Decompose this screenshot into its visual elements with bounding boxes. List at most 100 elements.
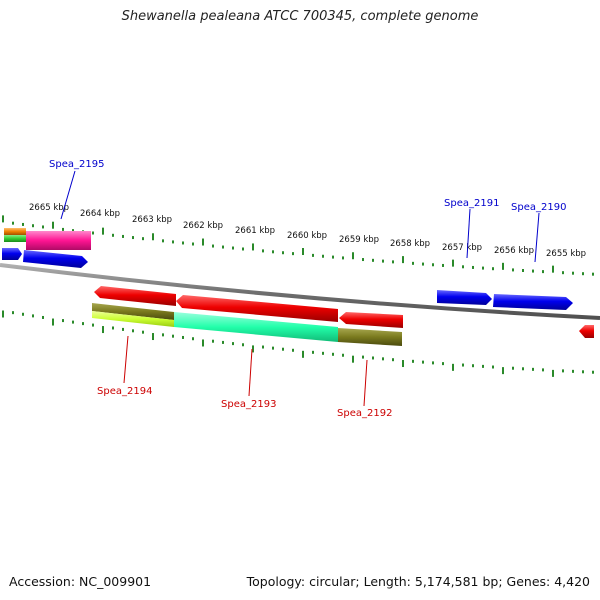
cog-block-orange	[4, 228, 26, 235]
minor-tick	[242, 247, 244, 251]
minor-tick	[472, 265, 474, 269]
minor-tick	[322, 351, 324, 355]
cog-block-lime	[92, 311, 174, 327]
minor-tick	[62, 319, 64, 323]
minor-tick	[72, 320, 74, 324]
major-tick	[52, 318, 54, 326]
minor-tick	[532, 269, 534, 273]
minor-tick	[322, 254, 324, 258]
minor-tick	[432, 263, 434, 267]
minor-tick	[512, 366, 514, 370]
gene-reverse-right-edge[interactable]	[579, 325, 594, 338]
minor-tick	[212, 339, 214, 343]
gene-label-spea-2194[interactable]: Spea_2194	[97, 386, 152, 397]
minor-tick	[542, 368, 544, 372]
minor-tick	[182, 335, 184, 339]
major-tick	[152, 333, 154, 341]
gene-spea-2192[interactable]	[339, 312, 403, 328]
minor-tick	[462, 363, 464, 367]
minor-tick	[232, 246, 234, 250]
gene-spea-2190[interactable]	[493, 294, 573, 310]
gene-spea-2193[interactable]	[176, 295, 338, 322]
major-tick	[102, 227, 104, 235]
minor-tick	[562, 369, 564, 373]
minor-tick	[522, 268, 524, 272]
minor-tick	[22, 222, 24, 226]
gene-forward-left-edge[interactable]	[2, 248, 22, 260]
major-tick	[552, 369, 554, 377]
minor-tick	[62, 227, 64, 231]
tick-label: 2657 kbp	[442, 243, 482, 253]
minor-tick	[272, 346, 274, 350]
leader-spea-2194	[123, 335, 129, 384]
major-tick	[402, 360, 404, 368]
minor-tick	[232, 342, 234, 346]
tick-label: 2664 kbp	[80, 209, 120, 219]
gene-label-spea-2193[interactable]: Spea_2193	[221, 399, 276, 410]
major-tick	[452, 259, 454, 267]
leader-spea-2195	[60, 170, 76, 220]
minor-tick	[92, 323, 94, 327]
minor-tick	[362, 258, 364, 262]
tick-label: 2658 kbp	[390, 239, 430, 249]
major-tick	[302, 248, 304, 256]
tick-label: 2661 kbp	[235, 226, 275, 236]
minor-tick	[122, 234, 124, 238]
minor-tick	[532, 367, 534, 371]
major-tick	[202, 238, 204, 246]
minor-tick	[392, 358, 394, 362]
minor-tick	[192, 337, 194, 341]
minor-tick	[92, 231, 94, 235]
minor-tick	[32, 314, 34, 318]
gene-label-spea-2191[interactable]: Spea_2191	[444, 198, 499, 209]
minor-tick	[562, 271, 564, 275]
minor-tick	[332, 255, 334, 259]
gene-label-spea-2195[interactable]: Spea_2195	[49, 159, 104, 170]
minor-tick	[282, 347, 284, 351]
gene-spea-2195[interactable]	[23, 250, 88, 268]
minor-tick	[212, 244, 214, 248]
minor-tick	[392, 260, 394, 264]
gene-spea-2194[interactable]	[94, 286, 176, 306]
minor-tick	[72, 229, 74, 233]
minor-tick	[32, 224, 34, 228]
gene-spea-2191[interactable]	[437, 290, 492, 305]
major-tick	[202, 339, 204, 347]
minor-tick	[12, 311, 14, 315]
major-tick	[352, 252, 354, 260]
minor-tick	[522, 367, 524, 371]
minor-tick	[292, 252, 294, 256]
major-tick	[352, 355, 354, 363]
gene-label-spea-2192[interactable]: Spea_2192	[337, 408, 392, 419]
minor-tick	[122, 327, 124, 331]
minor-tick	[372, 258, 374, 262]
genome-stats-text: Topology: circular; Length: 5,174,581 bp…	[246, 574, 590, 589]
minor-tick	[422, 262, 424, 266]
minor-tick	[342, 353, 344, 357]
gene-label-spea-2190[interactable]: Spea_2190	[511, 202, 566, 213]
minor-tick	[262, 249, 264, 253]
minor-tick	[262, 345, 264, 349]
minor-tick	[592, 272, 594, 276]
minor-tick	[592, 370, 594, 374]
minor-tick	[172, 334, 174, 338]
major-tick	[502, 262, 504, 270]
tick-label: 2656 kbp	[494, 246, 534, 256]
tick-labels: 2665 kbp 2664 kbp 2663 kbp 2662 kbp 2661…	[29, 203, 586, 259]
minor-tick	[542, 270, 544, 274]
minor-tick	[342, 256, 344, 260]
minor-tick	[42, 225, 44, 229]
minor-tick	[572, 271, 574, 275]
minor-tick	[512, 268, 514, 272]
minor-tick	[182, 241, 184, 245]
minor-tick	[132, 329, 134, 333]
minor-tick	[332, 352, 334, 356]
map-title: Shewanella pealeana ATCC 700345, complet…	[121, 9, 479, 24]
minor-tick	[362, 355, 364, 359]
minor-tick	[222, 340, 224, 344]
minor-tick	[462, 265, 464, 269]
minor-tick	[372, 356, 374, 360]
minor-tick	[382, 357, 384, 361]
minor-tick	[482, 266, 484, 270]
